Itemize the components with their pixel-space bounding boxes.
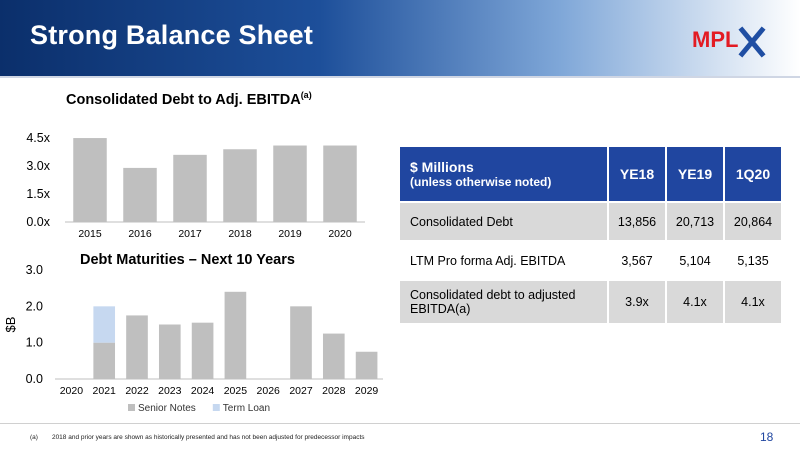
cell-value: 13,856: [609, 203, 665, 240]
bar-segment: [93, 306, 116, 343]
y-tick-label: 3.0: [26, 263, 43, 277]
table-header-sub: (unless otherwise noted): [410, 175, 552, 189]
table-row: LTM Pro forma Adj. EBITDA 3,567 5,104 5,…: [400, 242, 781, 279]
chart1-title: Consolidated Debt to Adj. EBITDA(a): [66, 90, 312, 108]
chart-debt-to-ebitda: 0.0x 1.5x 3.0x 4.5x 2015 2016 2017 2018 2019 2020: [26, 131, 365, 240]
page-number: 18: [760, 430, 774, 444]
cell-value: 20,713: [667, 203, 723, 240]
cell-value: 20,864: [725, 203, 781, 240]
bar-segment: [355, 351, 378, 379]
x-tick-label: 2017: [178, 228, 202, 240]
bar-segment: [158, 324, 181, 379]
legend-label: Term Loan: [223, 403, 270, 414]
cell-value: 5,135: [725, 242, 781, 279]
x-tick-label: 2027: [289, 385, 313, 397]
x-tick-label: 2020: [60, 385, 84, 397]
x-tick-label: 2024: [191, 385, 215, 397]
cell-value: 4.1x: [667, 281, 723, 323]
x-tick-label: 2019: [278, 228, 302, 240]
x-tick-label: 2023: [158, 385, 182, 397]
row-label: LTM Pro forma Adj. EBITDA: [400, 242, 607, 279]
y-tick-label: 0.0x: [26, 215, 50, 229]
footnote-tag: (a): [30, 434, 38, 441]
x-tick-label: 2029: [355, 385, 379, 397]
x-tick-label: 2028: [322, 385, 346, 397]
table-header-row: $ Millions (unless otherwise noted) YE18…: [400, 147, 781, 201]
y-tick-label: 0.0: [26, 372, 43, 386]
chart-debt-maturities: 0.0 1.0 2.0 3.0 $B 2020 2021 2022 2023 2024 2025 20…: [3, 263, 383, 414]
table-row: Consolidated debt to adjusted EBITDA(a) …: [400, 281, 781, 323]
legend-swatch: [128, 404, 135, 411]
table-row: Consolidated Debt 13,856 20,713 20,864: [400, 203, 781, 240]
y-tick-label: 1.5x: [26, 187, 50, 201]
x-tick-label: 2016: [128, 228, 152, 240]
chart2-title: Debt Maturities – Next 10 Years: [80, 252, 295, 268]
bar: [223, 149, 257, 222]
bar: [73, 138, 107, 222]
bar: [273, 145, 307, 222]
col-header-1q20: 1Q20: [725, 147, 781, 201]
bar-segment: [224, 291, 247, 379]
col-header-ye18: YE18: [609, 147, 665, 201]
bar: [173, 154, 207, 222]
y-axis-label: $B: [3, 317, 18, 333]
y-tick-label: 3.0x: [26, 159, 50, 173]
legend-swatch: [212, 404, 220, 411]
cell-value: 4.1x: [725, 281, 781, 323]
page-title: Strong Balance Sheet: [30, 20, 314, 50]
footnote-text: 2018 and prior years are shown as histor…: [51, 434, 365, 441]
x-tick-label: 2021: [93, 385, 117, 397]
row-label: Consolidated debt to adjusted EBITDA(a): [400, 281, 607, 323]
bar: [323, 145, 357, 222]
x-tick-label: 2018: [228, 228, 252, 240]
bar-segment: [322, 333, 345, 379]
bar-segment: [191, 322, 214, 379]
y-tick-label: 2.0: [26, 299, 43, 313]
col-header-ye19: YE19: [667, 147, 723, 201]
x-tick-label: 2020: [328, 228, 352, 240]
svg-text:MPL: MPL: [692, 27, 738, 52]
chart1-title-text: Consolidated Debt to Adj. EBITDA: [66, 91, 301, 108]
balance-table: $ Millions (unless otherwise noted) YE18…: [398, 145, 783, 325]
footnote: (a) 2018 and prior years are shown as his…: [30, 434, 365, 441]
x-tick-label: 2022: [125, 385, 149, 397]
legend-label: Senior Notes: [138, 403, 196, 414]
footer-divider: [0, 423, 800, 424]
table-header-main: $ Millions: [410, 159, 474, 175]
x-tick-label: 2025: [224, 385, 248, 397]
bar-segment: [290, 306, 312, 379]
table-header-label: $ Millions (unless otherwise noted): [400, 147, 607, 201]
bar-segment: [93, 342, 116, 379]
y-tick-label: 4.5x: [26, 131, 50, 145]
y-tick-label: 1.0: [26, 336, 43, 350]
row-label: Consolidated Debt: [400, 203, 607, 240]
cell-value: 5,104: [667, 242, 723, 279]
cell-value: 3.9x: [609, 281, 665, 323]
header-banner: [0, 0, 800, 76]
bar: [123, 167, 157, 222]
cell-value: 3,567: [609, 242, 665, 279]
x-tick-label: 2026: [257, 385, 281, 397]
chart1-title-sup: (a): [300, 90, 312, 100]
x-tick-label: 2015: [78, 228, 102, 240]
bar-segment: [126, 315, 148, 379]
mplx-logo: MPL: [692, 26, 766, 58]
header-divider: [0, 76, 800, 78]
